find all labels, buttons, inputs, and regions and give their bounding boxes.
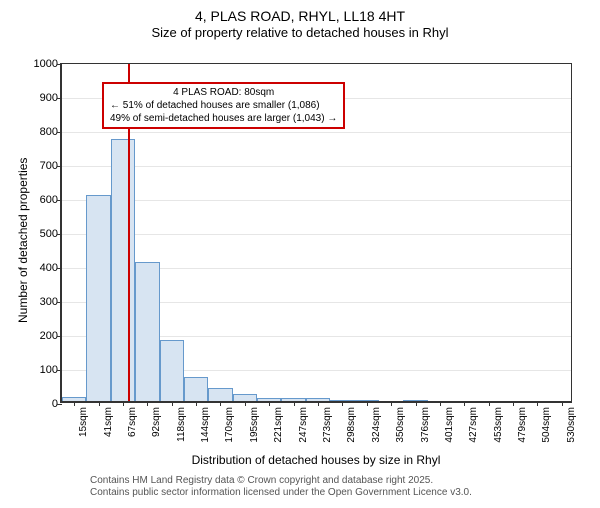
annotation-line3: 49% of semi-detached houses are larger (…	[110, 112, 337, 125]
gridline	[62, 132, 571, 133]
x-tick-mark	[440, 401, 441, 406]
x-tick-label: 273sqm	[322, 407, 333, 443]
x-tick-label: 479sqm	[517, 407, 528, 443]
footer-copyright-2: Contains public sector information licen…	[90, 487, 472, 498]
x-tick-label: 67sqm	[127, 407, 138, 437]
x-tick-label: 376sqm	[420, 407, 431, 443]
y-tick-mark	[57, 98, 62, 99]
x-tick-mark	[513, 401, 514, 406]
gridline	[62, 166, 571, 167]
x-tick-label: 144sqm	[200, 407, 211, 443]
x-tick-label: 195sqm	[249, 407, 260, 443]
y-tick-mark	[57, 404, 62, 405]
histogram-bar	[233, 394, 257, 401]
x-tick-mark	[245, 401, 246, 406]
gridline	[62, 200, 571, 201]
x-tick-mark	[416, 401, 417, 406]
y-tick-mark	[57, 200, 62, 201]
annotation-line1: 4 PLAS ROAD: 80sqm	[110, 86, 337, 99]
footer-copyright-1: Contains HM Land Registry data © Crown c…	[90, 475, 433, 486]
x-tick-mark	[172, 401, 173, 406]
x-tick-mark	[489, 401, 490, 406]
x-tick-label: 221sqm	[273, 407, 284, 443]
x-tick-mark	[269, 401, 270, 406]
histogram-bar	[135, 262, 159, 401]
x-tick-mark	[123, 401, 124, 406]
y-tick-mark	[57, 132, 62, 133]
x-tick-label: 92sqm	[151, 407, 162, 437]
y-tick-mark	[57, 268, 62, 269]
y-tick-mark	[57, 64, 62, 65]
x-axis-label: Distribution of detached houses by size …	[60, 453, 572, 467]
page-title: 4, PLAS ROAD, RHYL, LL18 4HT	[0, 8, 600, 24]
x-tick-mark	[74, 401, 75, 406]
page-subtitle: Size of property relative to detached ho…	[0, 25, 600, 40]
x-tick-label: 350sqm	[395, 407, 406, 443]
x-tick-mark	[220, 401, 221, 406]
x-tick-label: 504sqm	[541, 407, 552, 443]
histogram-chart: 0100200300400500600700800900100015sqm41s…	[60, 63, 572, 403]
x-tick-mark	[196, 401, 197, 406]
y-tick-mark	[57, 166, 62, 167]
x-tick-label: 427sqm	[468, 407, 479, 443]
y-axis-label: Number of detached properties	[16, 158, 30, 323]
annotation-line2: ← 51% of detached houses are smaller (1,…	[110, 99, 337, 112]
x-tick-label: 170sqm	[224, 407, 235, 443]
histogram-bar	[111, 139, 135, 401]
x-tick-mark	[391, 401, 392, 406]
x-tick-mark	[367, 401, 368, 406]
x-tick-label: 298sqm	[346, 407, 357, 443]
histogram-bar	[86, 195, 110, 401]
histogram-bar	[184, 377, 208, 401]
x-tick-label: 118sqm	[176, 407, 187, 442]
x-tick-label: 247sqm	[298, 407, 309, 443]
x-tick-label: 15sqm	[78, 407, 89, 437]
y-tick-mark	[57, 302, 62, 303]
histogram-bar	[208, 388, 232, 401]
y-tick-mark	[57, 336, 62, 337]
x-tick-mark	[464, 401, 465, 406]
x-tick-label: 530sqm	[566, 407, 577, 443]
y-tick-mark	[57, 370, 62, 371]
x-tick-label: 324sqm	[371, 407, 382, 443]
histogram-bar	[160, 340, 184, 401]
gridline	[62, 234, 571, 235]
x-tick-mark	[562, 401, 563, 406]
x-tick-mark	[294, 401, 295, 406]
x-tick-mark	[318, 401, 319, 406]
x-tick-mark	[342, 401, 343, 406]
annotation-box: 4 PLAS ROAD: 80sqm← 51% of detached hous…	[102, 82, 345, 129]
x-tick-label: 401sqm	[444, 407, 455, 443]
x-tick-mark	[99, 401, 100, 406]
x-tick-mark	[537, 401, 538, 406]
x-tick-mark	[147, 401, 148, 406]
x-tick-label: 453sqm	[493, 407, 504, 443]
x-tick-label: 41sqm	[103, 407, 114, 437]
y-tick-mark	[57, 234, 62, 235]
